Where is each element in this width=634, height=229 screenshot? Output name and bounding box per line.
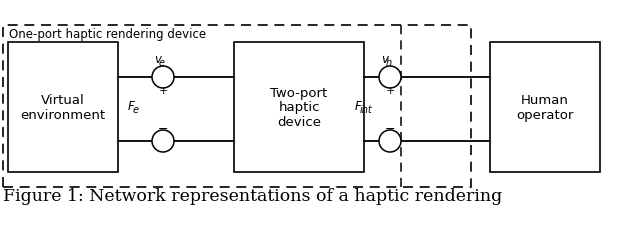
Text: Human
operator: Human operator [516, 94, 574, 121]
Text: int: int [359, 104, 372, 114]
Text: Virtual
environment: Virtual environment [20, 94, 106, 121]
Text: e: e [133, 104, 139, 114]
Text: F: F [128, 100, 135, 112]
Text: +: + [158, 86, 167, 95]
Circle shape [379, 67, 401, 89]
Bar [234, 43, 364, 172]
Text: Figure 1: Network representations of a haptic rendering: Figure 1: Network representations of a h… [3, 187, 502, 204]
Bar [8, 43, 118, 172]
Text: One-port haptic rendering device: One-port haptic rendering device [9, 28, 206, 41]
Text: Two-port
haptic
device: Two-port haptic device [270, 86, 328, 129]
Circle shape [152, 67, 174, 89]
Text: h: h [385, 58, 392, 68]
Text: F: F [355, 100, 362, 112]
Text: v: v [381, 53, 388, 66]
Bar [490, 43, 600, 172]
Text: v: v [154, 53, 161, 66]
Circle shape [152, 131, 174, 152]
Text: −: − [158, 122, 168, 135]
Bar [3, 26, 471, 187]
Text: −: − [385, 122, 395, 135]
Text: e: e [158, 58, 165, 68]
Text: +: + [385, 86, 395, 95]
Circle shape [379, 131, 401, 152]
